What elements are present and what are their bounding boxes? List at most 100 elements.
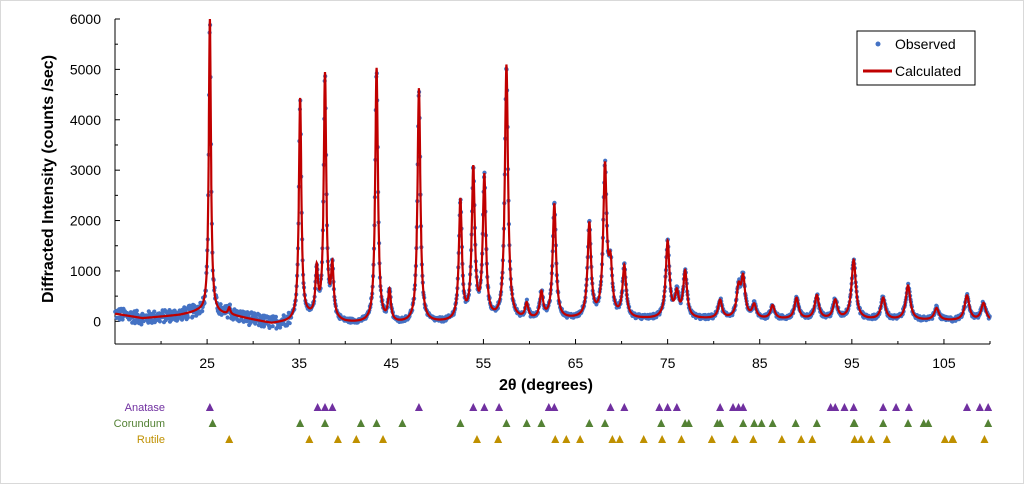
phase-marker-anatase xyxy=(739,403,748,411)
y-tick-label: 1000 xyxy=(70,263,101,279)
phase-marker-corundum xyxy=(879,419,888,427)
phase-marker-rutile xyxy=(867,435,876,443)
phase-marker-anatase xyxy=(879,403,888,411)
observed-point xyxy=(190,314,195,319)
phase-marker-rutile xyxy=(749,435,758,443)
phase-marker-rutile xyxy=(777,435,786,443)
phase-marker-corundum xyxy=(850,419,859,427)
observed-point xyxy=(227,302,232,307)
legend-calculated-label: Calculated xyxy=(895,63,961,79)
y-tick-label: 2000 xyxy=(70,213,101,229)
phase-marker-rutile xyxy=(576,435,585,443)
phase-marker-corundum xyxy=(739,419,748,427)
phase-marker-anatase xyxy=(620,403,629,411)
observed-point xyxy=(248,320,253,325)
phase-marker-rutile xyxy=(882,435,891,443)
observed-point xyxy=(152,309,157,314)
phase-marker-corundum xyxy=(296,419,305,427)
phase-marker-corundum xyxy=(537,419,546,427)
phase-marker-anatase xyxy=(729,403,738,411)
phase-marker-anatase xyxy=(831,403,840,411)
phase-marker-corundum xyxy=(768,419,777,427)
observed-point xyxy=(141,319,146,324)
phase-markers: Anatase Corundum Rutile xyxy=(114,402,993,446)
phase-marker-corundum xyxy=(750,419,759,427)
phase-marker-corundum xyxy=(208,419,217,427)
observed-point xyxy=(219,312,224,317)
phase-marker-rutile xyxy=(305,435,314,443)
phase-marker-rutile xyxy=(494,435,503,443)
x-tick-label: 95 xyxy=(844,355,860,371)
x-tick-label: 35 xyxy=(291,355,307,371)
phase-marker-anatase xyxy=(655,403,664,411)
y-tick-label: 4000 xyxy=(70,112,101,128)
x-tick-label: 85 xyxy=(752,355,768,371)
x-tick-label: 65 xyxy=(568,355,584,371)
phase-marker-anatase xyxy=(984,403,993,411)
y-tick-label: 3000 xyxy=(70,162,101,178)
phase-marker-corundum xyxy=(791,419,800,427)
phase-marker-rutile xyxy=(615,435,624,443)
phase-marker-rutile xyxy=(608,435,617,443)
phase-marker-rutile xyxy=(352,435,361,443)
observed-point xyxy=(287,321,292,326)
legend: Observed Calculated xyxy=(856,30,976,86)
phase-marker-anatase xyxy=(480,403,489,411)
phase-marker-anatase xyxy=(544,403,553,411)
phase-marker-rutile xyxy=(857,435,866,443)
phase-label-corundum: Corundum xyxy=(114,418,165,430)
phase-marker-rutile xyxy=(980,435,989,443)
observed-point xyxy=(524,297,530,302)
phase-marker-corundum xyxy=(984,419,993,427)
phase-marker-corundum xyxy=(522,419,531,427)
phase-marker-corundum xyxy=(321,419,329,427)
phase-label-rutile: Rutile xyxy=(137,434,165,446)
y-tick-label: 5000 xyxy=(70,61,101,77)
x-tick-labels: 25 35 45 55 65 75 85 95 105 xyxy=(199,355,956,371)
phase-marker-rutile xyxy=(707,435,716,443)
y-tick-label: 0 xyxy=(93,313,101,329)
phase-marker-corundum xyxy=(585,419,594,427)
calculated-line xyxy=(114,18,991,324)
x-tick-label: 105 xyxy=(932,355,956,371)
y-axis-title: Diffracted Intensity (counts /sec) xyxy=(40,55,57,303)
observed-point xyxy=(278,325,283,330)
observed-point xyxy=(139,322,144,327)
phase-marker-anatase xyxy=(321,403,329,411)
phase-marker-corundum xyxy=(456,419,465,427)
observed-point xyxy=(270,324,275,329)
phase-marker-corundum xyxy=(904,419,913,427)
phase-marker-anatase xyxy=(904,403,913,411)
phase-marker-corundum xyxy=(657,419,666,427)
phase-marker-rutile xyxy=(379,435,388,443)
observed-point xyxy=(281,313,286,318)
x-axis-title: 2θ (degrees) xyxy=(499,377,593,394)
phase-marker-rutile xyxy=(730,435,739,443)
phase-marker-anatase xyxy=(313,403,322,411)
phase-marker-rutile xyxy=(850,435,859,443)
phase-marker-anatase xyxy=(962,403,971,411)
phase-marker-corundum xyxy=(601,419,609,427)
x-tick-label: 25 xyxy=(199,355,215,371)
phase-marker-rutile xyxy=(949,435,958,443)
observed-point xyxy=(225,315,230,320)
phase-marker-corundum xyxy=(398,419,407,427)
phase-marker-rutile xyxy=(472,435,481,443)
calculated-series xyxy=(114,18,991,324)
phase-marker-corundum xyxy=(372,419,381,427)
x-tick-label: 55 xyxy=(476,355,492,371)
phase-marker-rutile xyxy=(808,435,817,443)
phase-marker-rutile xyxy=(551,435,560,443)
phase-marker-corundum xyxy=(812,419,821,427)
observed-point xyxy=(185,315,190,320)
phase-marker-anatase xyxy=(469,403,478,411)
phase-marker-corundum xyxy=(684,419,693,427)
phase-marker-anatase xyxy=(975,403,984,411)
phase-marker-anatase xyxy=(849,403,858,411)
phase-marker-anatase xyxy=(892,403,901,411)
phase-marker-rutile xyxy=(677,435,686,443)
phase-marker-anatase xyxy=(716,403,725,411)
observed-point xyxy=(218,302,223,307)
phase-marker-corundum xyxy=(924,419,933,427)
